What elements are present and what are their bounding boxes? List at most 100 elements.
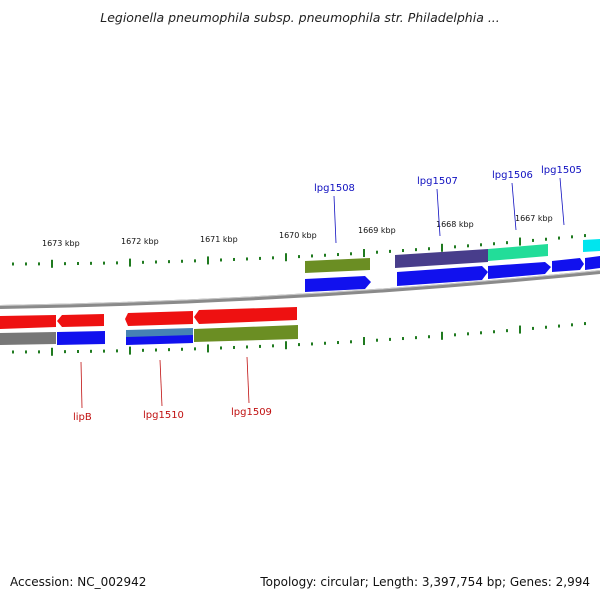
major-tick — [363, 249, 365, 258]
minor-tick — [77, 350, 79, 354]
minor-tick — [311, 254, 313, 258]
gene-forward-blue-3[interactable] — [488, 262, 551, 279]
minor-tick — [506, 241, 508, 245]
minor-tick — [155, 260, 157, 264]
kbp-label: 1667 kbp — [515, 214, 553, 223]
leader-line — [559, 177, 565, 226]
major-tick — [207, 256, 209, 265]
minor-tick — [181, 347, 183, 351]
minor-tick — [389, 249, 391, 253]
minor-tick — [168, 260, 170, 264]
kbp-label: 1673 kbp — [42, 239, 80, 248]
gene-forward-blue[interactable] — [305, 276, 371, 292]
leader-line — [246, 356, 250, 404]
minor-tick — [584, 322, 586, 326]
minor-tick — [532, 326, 534, 330]
minor-tick — [532, 238, 534, 242]
minor-tick — [233, 257, 235, 261]
minor-tick — [246, 345, 248, 349]
minor-tick — [116, 261, 118, 265]
gene-lpg1507[interactable] — [395, 249, 488, 268]
minor-tick — [298, 255, 300, 259]
major-tick — [363, 337, 365, 346]
kbp-labels: 1673 kbp 1672 kbp 1671 kbp 1670 kbp 1669… — [42, 214, 553, 248]
minor-tick — [103, 261, 105, 265]
leader-line — [436, 188, 441, 237]
minor-tick — [402, 249, 404, 253]
gene-reverse-olive[interactable] — [194, 325, 298, 342]
kbp-label: 1668 kbp — [436, 220, 474, 229]
gene-reverse-red-1[interactable] — [0, 315, 56, 329]
gene-reverse-blue-2[interactable] — [126, 335, 193, 345]
minor-tick — [558, 324, 560, 328]
minor-tick — [571, 323, 573, 327]
gene-forward-blue-4[interactable] — [552, 258, 584, 272]
minor-tick — [545, 237, 547, 241]
leader-line — [333, 195, 337, 244]
minor-tick — [168, 348, 170, 352]
minor-tick — [480, 331, 482, 335]
gene-label-lpg1509[interactable]: lpg1509 — [231, 407, 272, 418]
minor-tick — [337, 341, 339, 345]
major-tick — [285, 341, 287, 350]
minor-tick — [350, 252, 352, 256]
tick-row-lower — [12, 322, 586, 356]
major-tick — [129, 258, 131, 267]
minor-tick — [90, 261, 92, 265]
genome-backbone — [0, 270, 600, 309]
minor-tick — [480, 243, 482, 247]
major-tick — [441, 331, 443, 340]
major-tick — [285, 253, 287, 262]
gene-label-lpg1507[interactable]: lpg1507 — [417, 176, 458, 187]
gene-forward-blue-2[interactable] — [397, 266, 488, 286]
minor-tick — [259, 256, 261, 260]
minor-tick — [90, 349, 92, 353]
minor-tick — [428, 247, 430, 251]
minor-tick — [38, 350, 40, 354]
map-title: Legionella pneumophila subsp. pneumophil… — [100, 10, 500, 25]
minor-tick — [142, 260, 144, 264]
leader-line — [159, 359, 163, 407]
gene-lpg1506[interactable] — [488, 244, 548, 261]
major-tick — [519, 325, 521, 334]
gene-label-lpg1510[interactable]: lpg1510 — [143, 410, 184, 421]
gene-reverse-blue-1[interactable] — [57, 331, 105, 345]
gene-lpg1505[interactable] — [583, 239, 600, 252]
gene-label-lipB[interactable]: lipB — [73, 412, 92, 423]
minor-tick — [103, 349, 105, 353]
minor-tick — [246, 257, 248, 261]
minor-tick — [77, 262, 79, 266]
minor-tick — [220, 346, 222, 350]
gene-reverse-gray[interactable] — [0, 332, 56, 345]
major-tick — [207, 344, 209, 353]
major-tick — [51, 259, 53, 268]
gene-lpg1508[interactable] — [305, 258, 370, 273]
major-tick — [51, 347, 53, 356]
gene-label-lpg1506[interactable]: lpg1506 — [492, 170, 533, 181]
forward-gene-labels: lpg1508 lpg1507 lpg1506 lpg1505 — [314, 165, 582, 244]
gene-lipB[interactable] — [57, 314, 104, 327]
gene-forward-blue-5[interactable] — [585, 256, 600, 270]
minor-tick — [272, 344, 274, 348]
minor-tick — [389, 337, 391, 341]
minor-tick — [64, 262, 66, 266]
minor-tick — [298, 343, 300, 347]
gene-lpg1510[interactable] — [125, 311, 193, 326]
gene-lpg1509[interactable] — [194, 307, 297, 324]
minor-tick — [64, 350, 66, 354]
major-tick — [441, 243, 443, 252]
gene-label-lpg1505[interactable]: lpg1505 — [541, 165, 582, 176]
minor-tick — [467, 332, 469, 336]
minor-tick — [376, 250, 378, 254]
minor-tick — [181, 259, 183, 263]
gene-label-lpg1508[interactable]: lpg1508 — [314, 183, 355, 194]
reverse-gene-labels: lipB lpg1510 lpg1509 — [73, 356, 272, 423]
minor-tick — [259, 344, 261, 348]
minor-tick — [142, 348, 144, 352]
reverse-genes — [0, 307, 298, 345]
genome-backbone-highlight — [0, 270, 600, 306]
minor-tick — [220, 258, 222, 262]
minor-tick — [584, 234, 586, 238]
minor-tick — [194, 259, 196, 263]
